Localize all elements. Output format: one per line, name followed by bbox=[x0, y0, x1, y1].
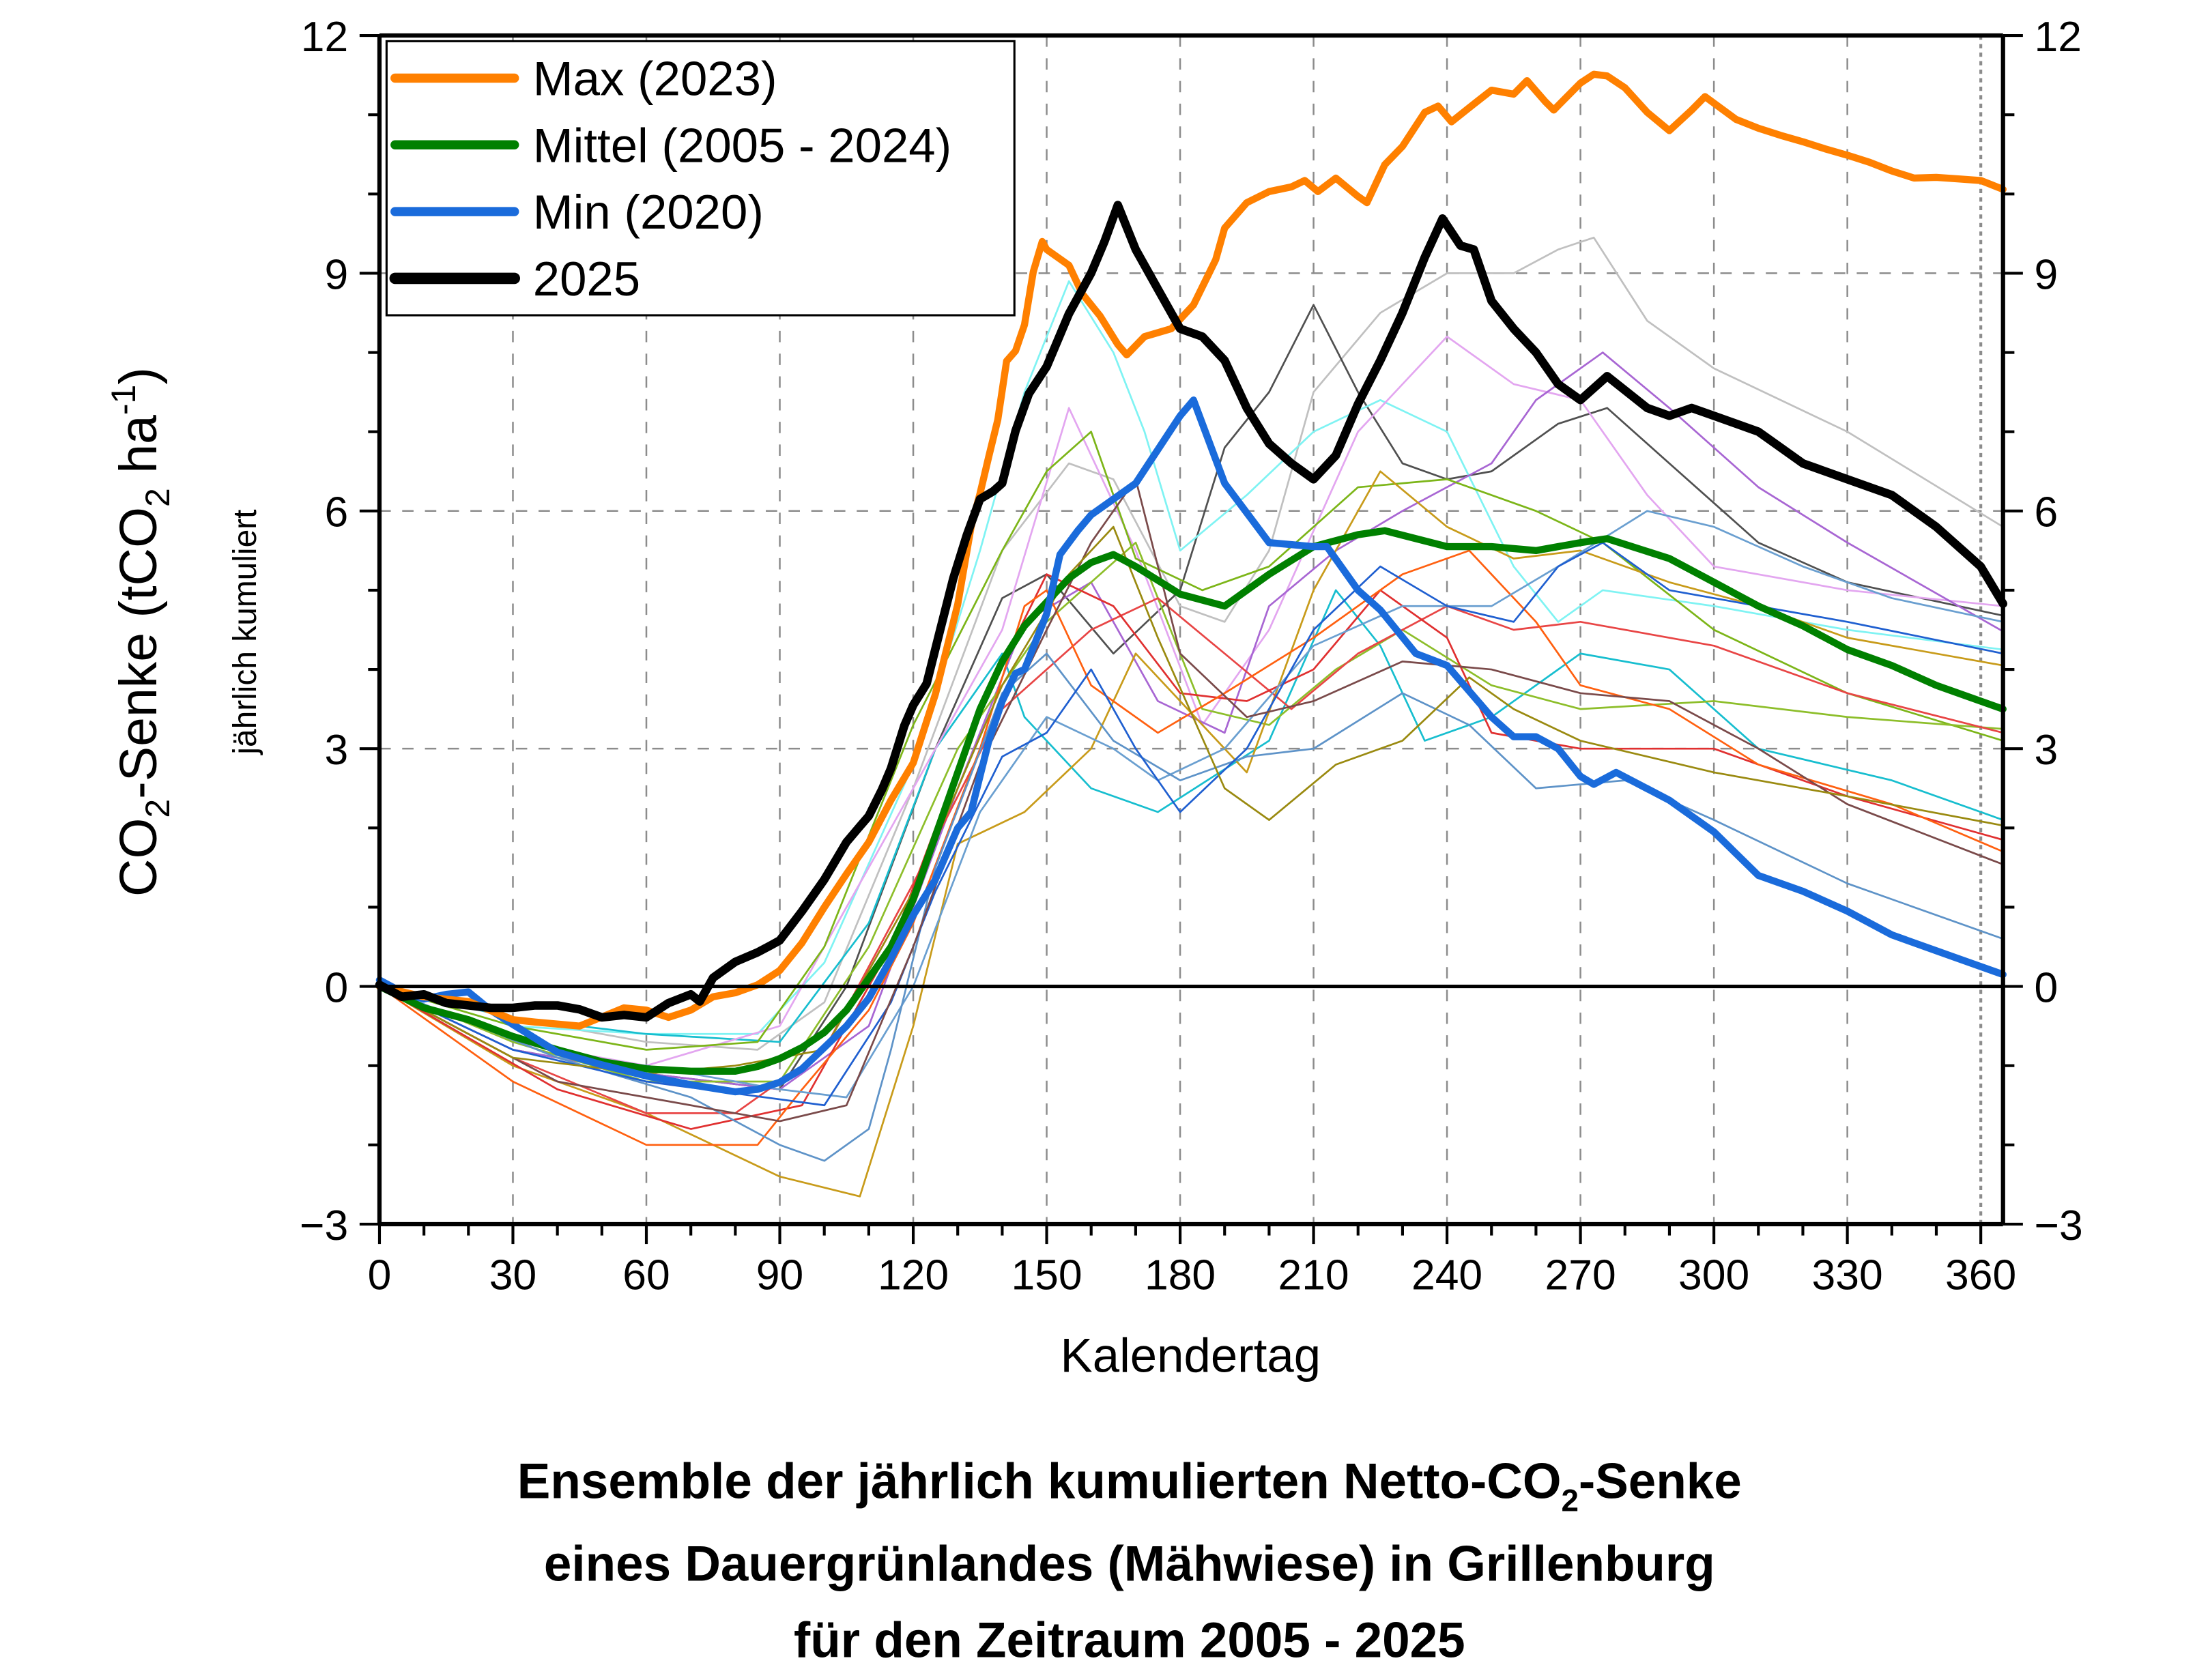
chart-title-line-2: eines Dauergrünlandes (Mähwiese) in Gril… bbox=[544, 1536, 1715, 1591]
x-tick-label: 300 bbox=[1678, 1251, 1749, 1299]
ensemble-lines bbox=[379, 236, 2004, 1198]
x-tick-label: 90 bbox=[756, 1251, 803, 1299]
tick-labels: 0 30 60 90 120 150 180 210 240 270 300 330 360 −3 −3 0 0… bbox=[300, 13, 2083, 1299]
ensemble-series-line bbox=[379, 335, 2003, 1067]
series-line-2025 bbox=[375, 201, 2007, 1022]
chart-title-line-3: für den Zeitraum 2005 - 2025 bbox=[794, 1613, 1465, 1668]
x-tick-label: 360 bbox=[1945, 1251, 2016, 1299]
ensemble-series-line bbox=[379, 280, 2003, 1035]
ensemble-series-line bbox=[379, 541, 2004, 1107]
y-axis-label-superscript: -1 bbox=[104, 385, 143, 415]
x-tick-label: 240 bbox=[1411, 1251, 1482, 1299]
legend-label: 2025 bbox=[533, 252, 640, 306]
x-tick-label: 210 bbox=[1278, 1251, 1349, 1299]
y-right-tick-label: 9 bbox=[2035, 250, 2058, 298]
y-axis-label-part: ha bbox=[109, 415, 168, 488]
ensemble-series-line bbox=[379, 478, 2004, 1123]
axes bbox=[359, 33, 2023, 1245]
ensemble-series-line bbox=[379, 470, 2003, 1198]
ensemble-series-line bbox=[379, 573, 2004, 1130]
y-right-tick-label: 3 bbox=[2035, 726, 2058, 774]
ensemble-series-line bbox=[379, 589, 2004, 1043]
ensemble-series-line bbox=[379, 549, 2004, 1146]
y-axis-secondary-label: jährlich kumuliert bbox=[227, 510, 263, 756]
y-left-tick-label: 3 bbox=[324, 726, 348, 774]
y-left-tick-label: 0 bbox=[324, 964, 348, 1011]
legend: Max (2023) Mittel (2005 - 2024) Min (2020)… bbox=[385, 40, 1016, 317]
chart-title: Ensemble der jährlich kumulierten Netto-… bbox=[517, 1454, 1742, 1668]
y-axis-label: CO2-Senke (tCO2 ha-1) bbox=[104, 367, 177, 897]
series-line-min-2020 bbox=[375, 396, 2007, 1096]
x-axis-label: Kalendertag bbox=[1061, 1328, 1321, 1382]
x-tick-label: 330 bbox=[1812, 1251, 1883, 1299]
y-axis-label-subscript: 2 bbox=[139, 799, 177, 818]
y-axis-label-part: -Senke (tCO bbox=[109, 507, 168, 799]
y-right-tick-label: −3 bbox=[2035, 1202, 2083, 1249]
x-tick-label: 150 bbox=[1011, 1251, 1082, 1299]
y-axis-label-subscript: 2 bbox=[139, 488, 177, 507]
chart-title-line-1: Ensemble der jährlich kumulierten Netto-… bbox=[517, 1454, 1742, 1518]
title-subscript: 2 bbox=[1562, 1483, 1579, 1518]
x-tick-label: 30 bbox=[489, 1251, 536, 1299]
legend-box bbox=[385, 40, 1016, 317]
legend-label: Min (2020) bbox=[533, 185, 764, 239]
title-text: -Senke bbox=[1579, 1454, 1742, 1509]
y-left-tick-label: −3 bbox=[300, 1202, 348, 1249]
y-right-tick-label: 0 bbox=[2035, 964, 2058, 1011]
x-tick-label: 180 bbox=[1145, 1251, 1216, 1299]
ensemble-series-line bbox=[379, 510, 2004, 1099]
y-axis-label-part: CO bbox=[109, 818, 168, 897]
legend-label: Mittel (2005 - 2024) bbox=[533, 118, 951, 172]
y-axis-label-part: ) bbox=[109, 367, 168, 385]
y-right-tick-label: 6 bbox=[2035, 489, 2058, 536]
y-right-tick-label: 12 bbox=[2035, 13, 2082, 61]
ensemble-series-line bbox=[379, 304, 2004, 1090]
y-left-tick-label: 12 bbox=[301, 13, 348, 61]
x-tick-label: 60 bbox=[622, 1251, 670, 1299]
ensemble-series-line bbox=[379, 351, 2004, 1090]
highlight-lines bbox=[375, 70, 2007, 1096]
legend-label: Max (2023) bbox=[533, 51, 777, 105]
ensemble-series-line bbox=[379, 525, 2003, 1075]
x-tick-label: 120 bbox=[878, 1251, 949, 1299]
series-line-max-2023 bbox=[375, 70, 2007, 1030]
y-left-tick-label: 9 bbox=[324, 250, 348, 298]
title-text: Ensemble der jährlich kumulierten Netto-… bbox=[517, 1454, 1562, 1509]
x-tick-label: 0 bbox=[368, 1251, 392, 1299]
series-line-mittel-2005-2024 bbox=[375, 527, 2007, 1075]
x-tick-label: 270 bbox=[1545, 1251, 1616, 1299]
y-left-tick-label: 6 bbox=[324, 489, 348, 536]
